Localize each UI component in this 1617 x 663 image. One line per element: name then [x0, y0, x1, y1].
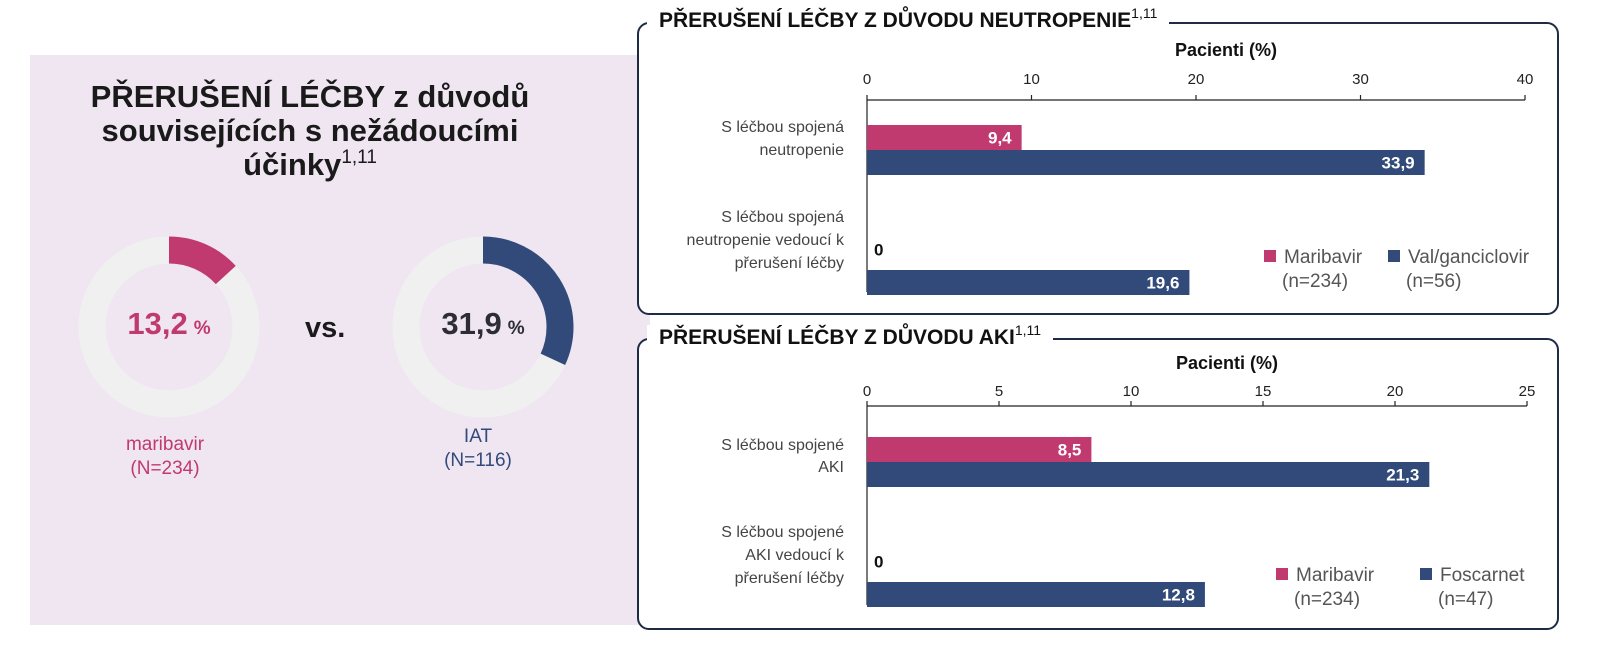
iat-donut: 31,9% — [392, 236, 574, 418]
donut-arc — [168, 236, 236, 285]
legend-item-maribavir: Maribavir (n=234) — [1264, 246, 1362, 294]
iat-donut-label: IAT (N=116) — [444, 426, 512, 471]
iat-donut-graphic — [392, 236, 574, 418]
summary-title: PŘERUŠENÍ LÉČBY z důvodů souvisejících s… — [90, 79, 530, 182]
title-superscript: 1,11 — [341, 147, 377, 168]
donut-arc — [482, 236, 574, 366]
legend-swatch-maribavir — [1276, 568, 1288, 580]
legend-swatch-valganciclovir — [1388, 250, 1400, 262]
legend-swatch-maribavir — [1264, 250, 1276, 262]
vs-label: vs. — [305, 312, 346, 344]
neutropenia-panel-title: PŘERUŠENÍ LÉČBY Z DŮVODU NEUTROPENIE1,11 — [647, 6, 1170, 34]
maribavir-donut-graphic — [78, 236, 260, 418]
legend-item-foscarnet: Foscarnet (n=47) — [1420, 564, 1524, 612]
legend-swatch-foscarnet — [1420, 568, 1432, 580]
aki-panel-title: PŘERUŠENÍ LÉČBY Z DŮVODU AKI1,11 — [647, 323, 1054, 351]
legend-item-valganciclovir: Val/ganciclovir (n=56) — [1388, 246, 1529, 294]
maribavir-donut: 13,2% — [78, 236, 260, 418]
maribavir-donut-label: maribavir (N=234) — [125, 434, 205, 479]
maribavir-donut-value: 13,2% — [127, 306, 211, 341]
iat-donut-value: 31,9% — [441, 306, 525, 341]
legend-item-maribavir: Maribavir (n=234) — [1276, 564, 1374, 612]
